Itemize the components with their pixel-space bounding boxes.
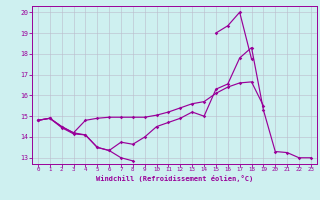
X-axis label: Windchill (Refroidissement éolien,°C): Windchill (Refroidissement éolien,°C) <box>96 175 253 182</box>
